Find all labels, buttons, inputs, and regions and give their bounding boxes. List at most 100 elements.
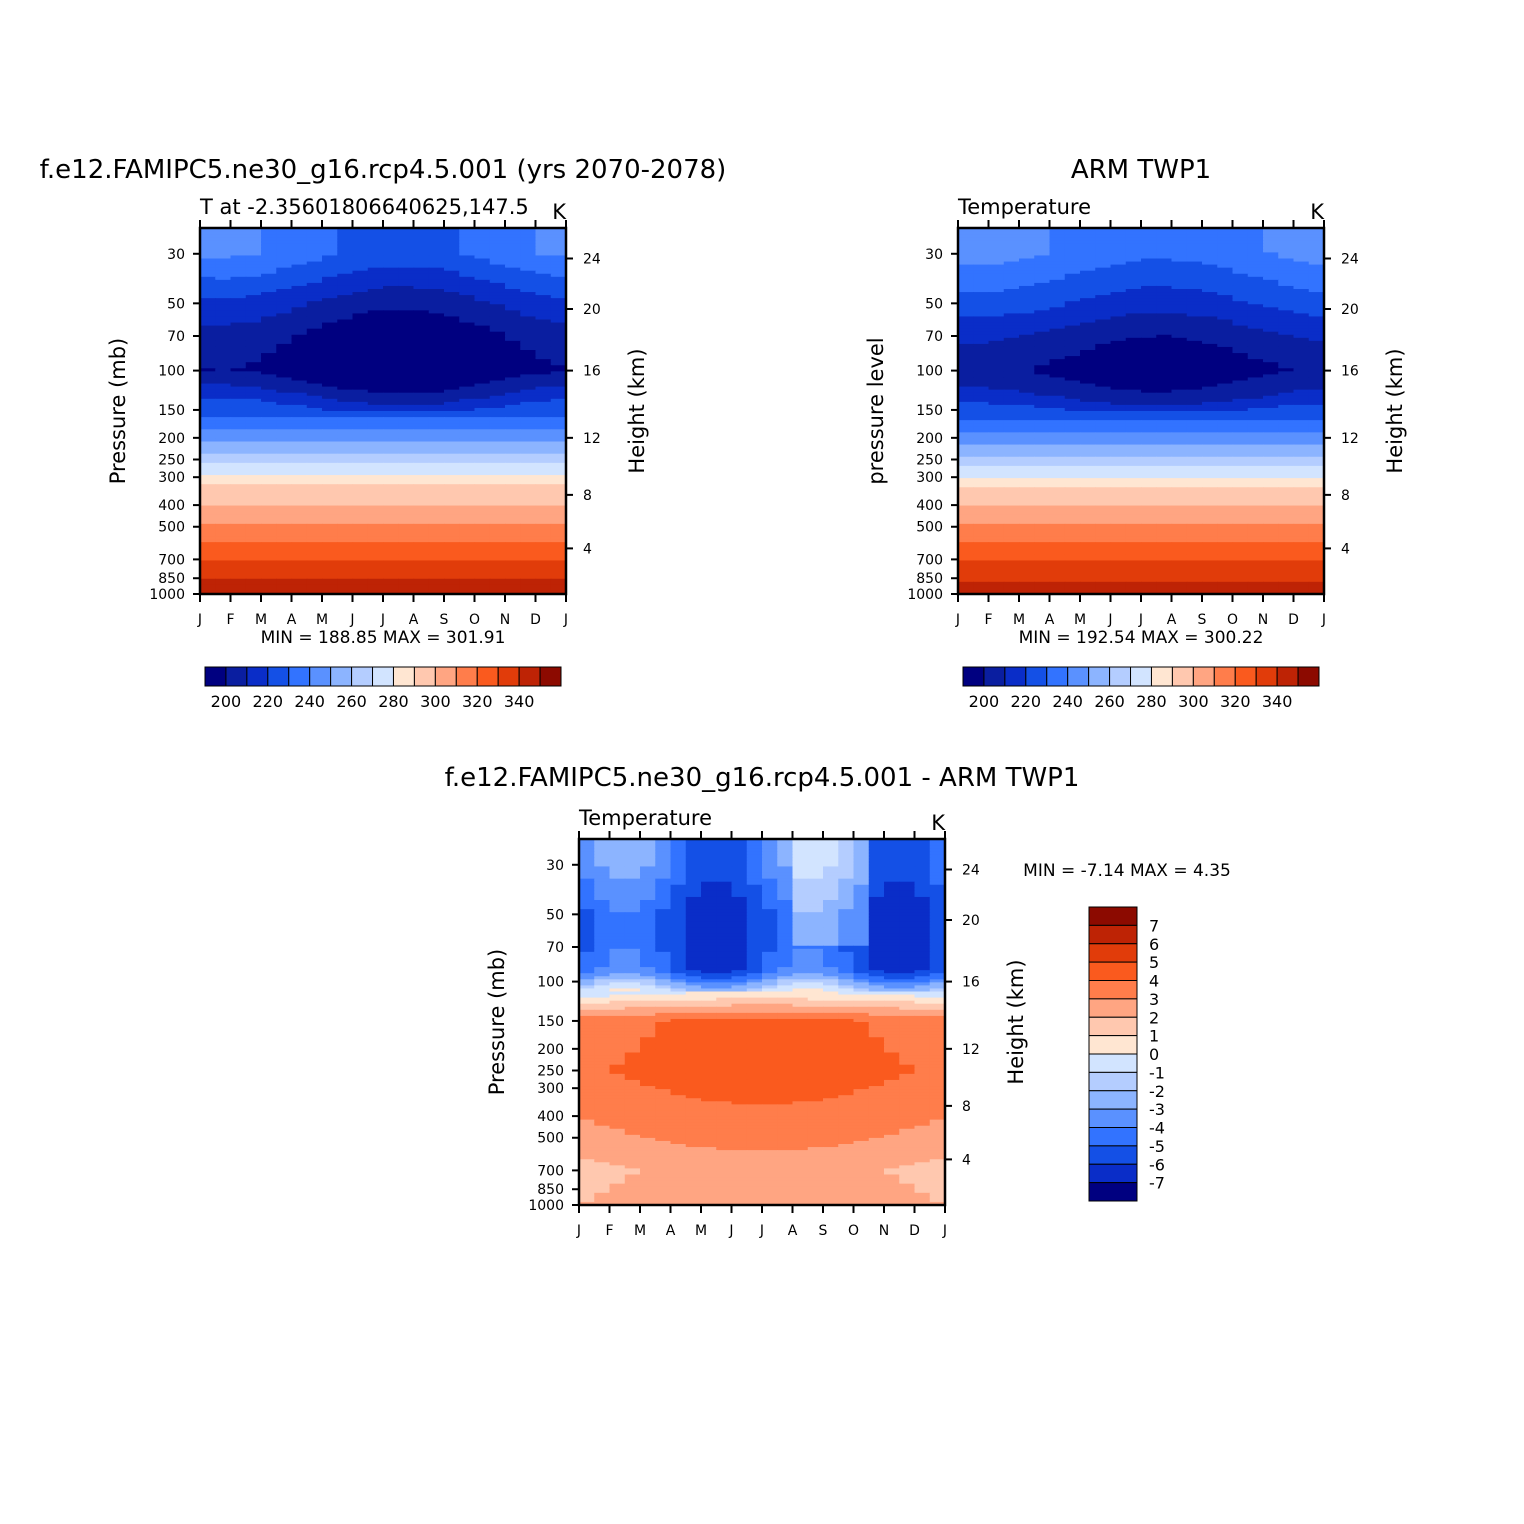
chart-panel-2: ARM TWP1 Temperature K 30 50 70 100 150 200 250 30… [864,155,1407,711]
colorbar-label: -1 [1149,1063,1165,1082]
y-tick-label: 50 [546,907,564,923]
x-tick-label: A [788,1223,798,1239]
y-tick-label: 200 [158,431,185,447]
y-tick-label: 100 [158,364,185,380]
colorbar-box [246,666,269,687]
colorbar-box [1088,1145,1138,1165]
y-tick-label: 1000 [528,1198,564,1214]
x-tick-label: J [759,1223,764,1239]
x-tick-label: J [942,1223,947,1239]
y-right-axis-label: Height (km) [625,348,649,473]
colorbar-box [1276,666,1299,687]
x-tick-label: S [819,1223,828,1239]
colorbar-label: 6 [1149,935,1159,954]
colorbar-label: -6 [1149,1155,1165,1174]
colorbar-box [1255,666,1278,687]
colorbar-label: 4 [1149,972,1159,991]
y-tick-label: 150 [916,403,943,419]
y-right-tick-label: 24 [1341,252,1359,268]
x-tick-label: O [848,1223,859,1239]
chart-title: ARM TWP1 [1071,155,1211,185]
colorbar-box [1130,666,1152,687]
min-max-stats: MIN = 188.85 MAX = 301.91 [261,628,506,648]
x-tick-label: N [1258,612,1268,628]
x-tick-label: M [1074,612,1086,628]
colorbar-box [1088,906,1138,926]
y-tick-label: 50 [925,296,943,312]
y-tick-label: 400 [158,498,185,514]
x-tick-label: J [197,612,202,628]
x-tick-label: F [226,612,234,628]
y-tick-label: 1000 [907,587,943,603]
y-right-axis-label: Height (km) [1383,348,1407,473]
y-tick-label: 70 [546,940,564,956]
chart-title: f.e12.FAMIPC5.ne30_g16.rcp4.5.001 - ARM … [445,763,1080,793]
y-tick-label: 500 [916,520,943,536]
colorbar-label: 1 [1149,1027,1159,1046]
colorbar-label: 280 [1136,692,1167,711]
y-right-tick-label: 16 [583,364,601,380]
colorbar-box [204,666,227,687]
contour-field [200,228,567,595]
y-axis-label: Pressure (mb) [485,949,509,1096]
colorbar-box [434,666,457,687]
y-right-tick-label: 8 [962,1099,971,1115]
colorbar-label: 240 [1052,692,1083,711]
y-tick-label: 300 [537,1081,564,1097]
colorbar-box [1150,666,1173,687]
y-tick-label: 700 [537,1163,564,1179]
colorbar-label: 320 [462,692,493,711]
min-max-stats: MIN = -7.14 MAX = 4.35 [1023,861,1231,881]
colorbar-label: 280 [378,692,409,711]
y-right-tick-label: 20 [583,302,601,318]
colorbar: 200 220 240 260 280 300 320 340 [204,666,562,711]
colorbar-box [330,666,353,687]
colorbar-box [983,666,1006,687]
y-right-tick-label: 16 [962,975,980,991]
chart-panel-3: f.e12.FAMIPC5.ne30_g16.rcp4.5.001 - ARM … [445,763,1231,1239]
colorbar-label: 5 [1149,953,1159,972]
colorbar-label: 2 [1149,1008,1159,1027]
x-tick-label: F [605,1223,613,1239]
colorbar-box [392,666,415,687]
colorbar-box [372,666,394,687]
y-tick-label: 70 [167,329,185,345]
colorbar-box [1297,666,1320,687]
x-tick-label: J [349,612,354,628]
y-tick-label: 1000 [149,587,185,603]
colorbar-box [1088,980,1138,1000]
colorbar-label: 7 [1149,916,1159,935]
colorbar-label: 220 [253,692,284,711]
y-right-tick-label: 4 [962,1152,971,1168]
colorbar-label: 200 [969,692,1000,711]
y-tick-label: 70 [925,329,943,345]
x-tick-label: M [695,1223,707,1239]
colorbar-label: -2 [1149,1082,1165,1101]
contour-field [958,228,1325,595]
x-tick-label: O [469,612,480,628]
units-label: K [931,811,946,835]
y-tick-label: 150 [158,403,185,419]
x-tick-label: S [440,612,449,628]
chart-subtitle: T at -2.35601806640625,147.5 [199,195,529,219]
y-tick-label: 150 [537,1014,564,1030]
x-tick-label: J [1107,612,1112,628]
colorbar-label: 260 [1094,692,1125,711]
units-label: K [1310,200,1325,224]
chart-panel-1: f.e12.FAMIPC5.ne30_g16.rcp4.5.001 (yrs 2… [40,155,727,711]
chart-title: f.e12.FAMIPC5.ne30_g16.rcp4.5.001 (yrs 2… [40,155,727,185]
y-right-tick-label: 24 [583,252,601,268]
units-label: K [552,200,567,224]
y-right-tick-label: 24 [962,863,980,879]
y-tick-label: 400 [916,498,943,514]
x-tick-label: M [634,1223,646,1239]
y-tick-label: 400 [537,1109,564,1125]
colorbar-box [1088,1127,1138,1147]
y-tick-label: 850 [158,571,185,587]
y-right-tick-label: 8 [1341,488,1350,504]
colorbar-label: -7 [1149,1174,1165,1193]
y-right-tick-label: 20 [962,913,980,929]
x-tick-label: M [316,612,328,628]
x-tick-label: J [576,1223,581,1239]
